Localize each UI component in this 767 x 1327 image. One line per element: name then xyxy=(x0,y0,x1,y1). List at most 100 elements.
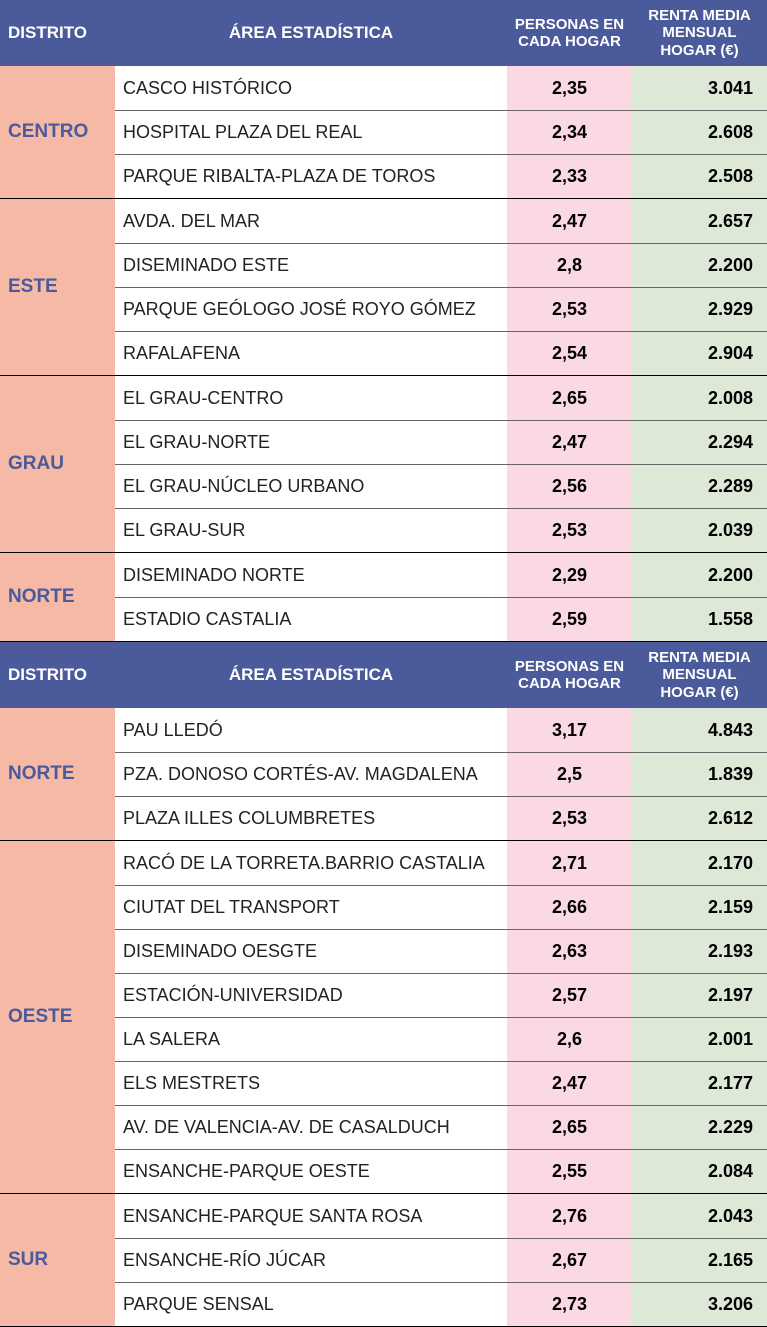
table-row: ELS MESTRETS2,472.177 xyxy=(115,1061,767,1105)
table-row: ENSANCHE-PARQUE SANTA ROSA2,762.043 xyxy=(115,1194,767,1238)
cell-renta: 2.001 xyxy=(632,1017,767,1061)
cell-personas: 2,33 xyxy=(507,154,632,198)
cell-area: ELS MESTRETS xyxy=(115,1061,507,1105)
rows-wrap: AVDA. DEL MAR2,472.657DISEMINADO ESTE2,8… xyxy=(115,199,767,375)
cell-personas: 2,63 xyxy=(507,929,632,973)
rows-wrap: PAU LLEDÓ3,174.843PZA. DONOSO CORTÉS-AV.… xyxy=(115,708,767,840)
cell-area: ENSANCHE-PARQUE OESTE xyxy=(115,1149,507,1193)
cell-area: RAFALAFENA xyxy=(115,331,507,375)
cell-personas: 2,65 xyxy=(507,376,632,420)
cell-renta: 2.193 xyxy=(632,929,767,973)
rows-wrap: ENSANCHE-PARQUE SANTA ROSA2,762.043ENSAN… xyxy=(115,1194,767,1326)
table-row: ENSANCHE-RÍO JÚCAR2,672.165 xyxy=(115,1238,767,1282)
cell-area: PARQUE GEÓLOGO JOSÉ ROYO GÓMEZ xyxy=(115,287,507,331)
header-distrito: DISTRITO xyxy=(0,659,115,691)
cell-renta: 2.197 xyxy=(632,973,767,1017)
cell-renta: 2.165 xyxy=(632,1238,767,1282)
rows-wrap: EL GRAU-CENTRO2,652.008EL GRAU-NORTE2,47… xyxy=(115,376,767,552)
cell-renta: 2.177 xyxy=(632,1061,767,1105)
cell-renta: 2.200 xyxy=(632,553,767,597)
cell-personas: 2,6 xyxy=(507,1017,632,1061)
cell-area: ENSANCHE-PARQUE SANTA ROSA xyxy=(115,1194,507,1238)
cell-renta: 2.084 xyxy=(632,1149,767,1193)
cell-renta: 2.200 xyxy=(632,243,767,287)
cell-personas: 2,71 xyxy=(507,841,632,885)
district-group: SURENSANCHE-PARQUE SANTA ROSA2,762.043EN… xyxy=(0,1194,767,1327)
table-row: EL GRAU-NÚCLEO URBANO2,562.289 xyxy=(115,464,767,508)
district-group: NORTEDISEMINADO NORTE2,292.200ESTADIO CA… xyxy=(0,553,767,642)
cell-personas: 2,73 xyxy=(507,1282,632,1326)
cell-personas: 2,66 xyxy=(507,885,632,929)
cell-area: LA SALERA xyxy=(115,1017,507,1061)
table-row: PAU LLEDÓ3,174.843 xyxy=(115,708,767,752)
table-row: CIUTAT DEL TRANSPORT2,662.159 xyxy=(115,885,767,929)
cell-renta: 2.289 xyxy=(632,464,767,508)
district-label: OESTE xyxy=(0,841,115,1193)
table-row: ENSANCHE-PARQUE OESTE2,552.084 xyxy=(115,1149,767,1193)
district-label: SUR xyxy=(0,1194,115,1326)
cell-personas: 2,53 xyxy=(507,287,632,331)
cell-area: ESTACIÓN-UNIVERSIDAD xyxy=(115,973,507,1017)
table-row: RAFALAFENA2,542.904 xyxy=(115,331,767,375)
cell-area: EL GRAU-CENTRO xyxy=(115,376,507,420)
table-header: DISTRITOÁREA ESTADÍSTICAPERSONAS EN CADA… xyxy=(0,0,767,66)
cell-area: ESTADIO CASTALIA xyxy=(115,597,507,641)
cell-personas: 2,5 xyxy=(507,752,632,796)
header-personas: PERSONAS EN CADA HOGAR xyxy=(507,652,632,699)
table-row: AVDA. DEL MAR2,472.657 xyxy=(115,199,767,243)
cell-area: EL GRAU-NORTE xyxy=(115,420,507,464)
cell-renta: 2.657 xyxy=(632,199,767,243)
table-row: EL GRAU-CENTRO2,652.008 xyxy=(115,376,767,420)
cell-area: EL GRAU-NÚCLEO URBANO xyxy=(115,464,507,508)
header-distrito: DISTRITO xyxy=(0,17,115,49)
district-label: NORTE xyxy=(0,708,115,840)
header-renta: RENTA MEDIA MENSUAL HOGAR (€) xyxy=(632,1,767,65)
cell-renta: 2.612 xyxy=(632,796,767,840)
table-header: DISTRITOÁREA ESTADÍSTICAPERSONAS EN CADA… xyxy=(0,642,767,708)
district-label: CENTRO xyxy=(0,66,115,198)
cell-area: HOSPITAL PLAZA DEL REAL xyxy=(115,110,507,154)
table-row: ESTADIO CASTALIA2,591.558 xyxy=(115,597,767,641)
cell-renta: 4.843 xyxy=(632,708,767,752)
cell-area: AVDA. DEL MAR xyxy=(115,199,507,243)
table-row: PARQUE GEÓLOGO JOSÉ ROYO GÓMEZ2,532.929 xyxy=(115,287,767,331)
cell-area: ENSANCHE-RÍO JÚCAR xyxy=(115,1238,507,1282)
cell-personas: 2,57 xyxy=(507,973,632,1017)
cell-renta: 1.558 xyxy=(632,597,767,641)
cell-personas: 2,59 xyxy=(507,597,632,641)
cell-renta: 2.294 xyxy=(632,420,767,464)
cell-renta: 2.039 xyxy=(632,508,767,552)
district-label: GRAU xyxy=(0,376,115,552)
cell-area: EL GRAU-SUR xyxy=(115,508,507,552)
cell-area: DISEMINADO OESGTE xyxy=(115,929,507,973)
cell-area: PLAZA ILLES COLUMBRETES xyxy=(115,796,507,840)
cell-renta: 3.206 xyxy=(632,1282,767,1326)
cell-personas: 2,34 xyxy=(507,110,632,154)
header-area: ÁREA ESTADÍSTICA xyxy=(115,659,507,691)
table-row: CASCO HISTÓRICO2,353.041 xyxy=(115,66,767,110)
header-renta: RENTA MEDIA MENSUAL HOGAR (€) xyxy=(632,643,767,707)
rows-wrap: DISEMINADO NORTE2,292.200ESTADIO CASTALI… xyxy=(115,553,767,641)
table-row: RACÓ DE LA TORRETA.BARRIO CASTALIA2,712.… xyxy=(115,841,767,885)
cell-personas: 2,47 xyxy=(507,420,632,464)
table-row: PZA. DONOSO CORTÉS-AV. MAGDALENA2,51.839 xyxy=(115,752,767,796)
table-row: DISEMINADO OESGTE2,632.193 xyxy=(115,929,767,973)
cell-renta: 2.008 xyxy=(632,376,767,420)
cell-area: PAU LLEDÓ xyxy=(115,708,507,752)
district-group: NORTEPAU LLEDÓ3,174.843PZA. DONOSO CORTÉ… xyxy=(0,708,767,841)
cell-personas: 2,55 xyxy=(507,1149,632,1193)
cell-personas: 3,17 xyxy=(507,708,632,752)
table-row: HOSPITAL PLAZA DEL REAL2,342.608 xyxy=(115,110,767,154)
cell-area: PZA. DONOSO CORTÉS-AV. MAGDALENA xyxy=(115,752,507,796)
table-row: ESTACIÓN-UNIVERSIDAD2,572.197 xyxy=(115,973,767,1017)
cell-renta: 1.839 xyxy=(632,752,767,796)
cell-renta: 3.041 xyxy=(632,66,767,110)
cell-renta: 2.929 xyxy=(632,287,767,331)
cell-area: PARQUE RIBALTA-PLAZA DE TOROS xyxy=(115,154,507,198)
cell-area: AV. DE VALENCIA-AV. DE CASALDUCH xyxy=(115,1105,507,1149)
district-group: ESTEAVDA. DEL MAR2,472.657DISEMINADO EST… xyxy=(0,199,767,376)
district-group: GRAUEL GRAU-CENTRO2,652.008EL GRAU-NORTE… xyxy=(0,376,767,553)
rows-wrap: CASCO HISTÓRICO2,353.041HOSPITAL PLAZA D… xyxy=(115,66,767,198)
table-row: PLAZA ILLES COLUMBRETES2,532.612 xyxy=(115,796,767,840)
cell-area: CIUTAT DEL TRANSPORT xyxy=(115,885,507,929)
